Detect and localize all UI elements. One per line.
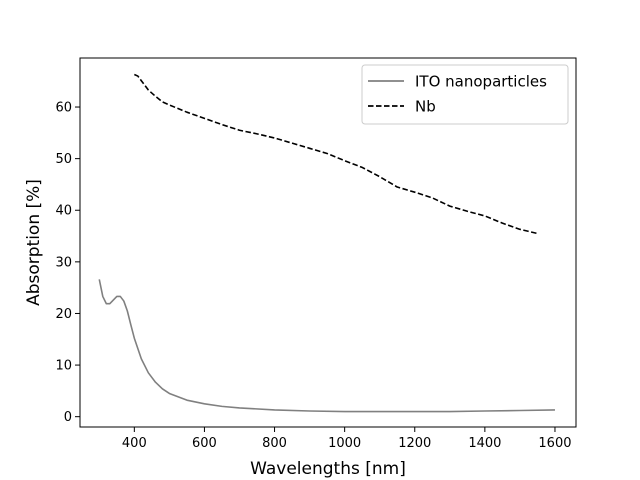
x-tick-label: 400: [122, 436, 147, 451]
x-tick-label: 800: [262, 436, 287, 451]
plot-frame: [79, 57, 577, 428]
y-tick-label: 60: [55, 101, 72, 116]
y-tick-label: 40: [55, 204, 72, 219]
x-tick-label: 1400: [468, 436, 501, 451]
y-axis: 0 10 20 30 40 50 60: [55, 101, 80, 425]
x-axis-label: Wavelengths [nm]: [250, 459, 406, 479]
y-tick-label: 20: [55, 307, 72, 322]
x-tick-label: 1600: [538, 436, 571, 451]
x-tick-label: 1000: [328, 436, 361, 451]
legend: ITO nanoparticles Nb: [361, 64, 569, 125]
x-tick-label: 1200: [398, 436, 431, 451]
y-tick-label: 10: [55, 359, 72, 374]
legend-label-ito: ITO nanoparticles: [415, 73, 547, 91]
legend-label-nb: Nb: [415, 98, 436, 116]
y-tick-label: 50: [55, 152, 72, 167]
series-line-nb: [134, 73, 538, 235]
x-axis: 400 600 800 1000 1200 1400 1600: [122, 427, 572, 451]
y-tick-label: 0: [64, 410, 72, 425]
y-axis-label: Absorption [%]: [24, 179, 44, 306]
series-layer: [98, 73, 555, 413]
legend-box: [361, 64, 569, 125]
y-tick-label: 30: [55, 255, 72, 270]
series-line-ito: [98, 279, 555, 413]
x-tick-label: 600: [192, 436, 217, 451]
